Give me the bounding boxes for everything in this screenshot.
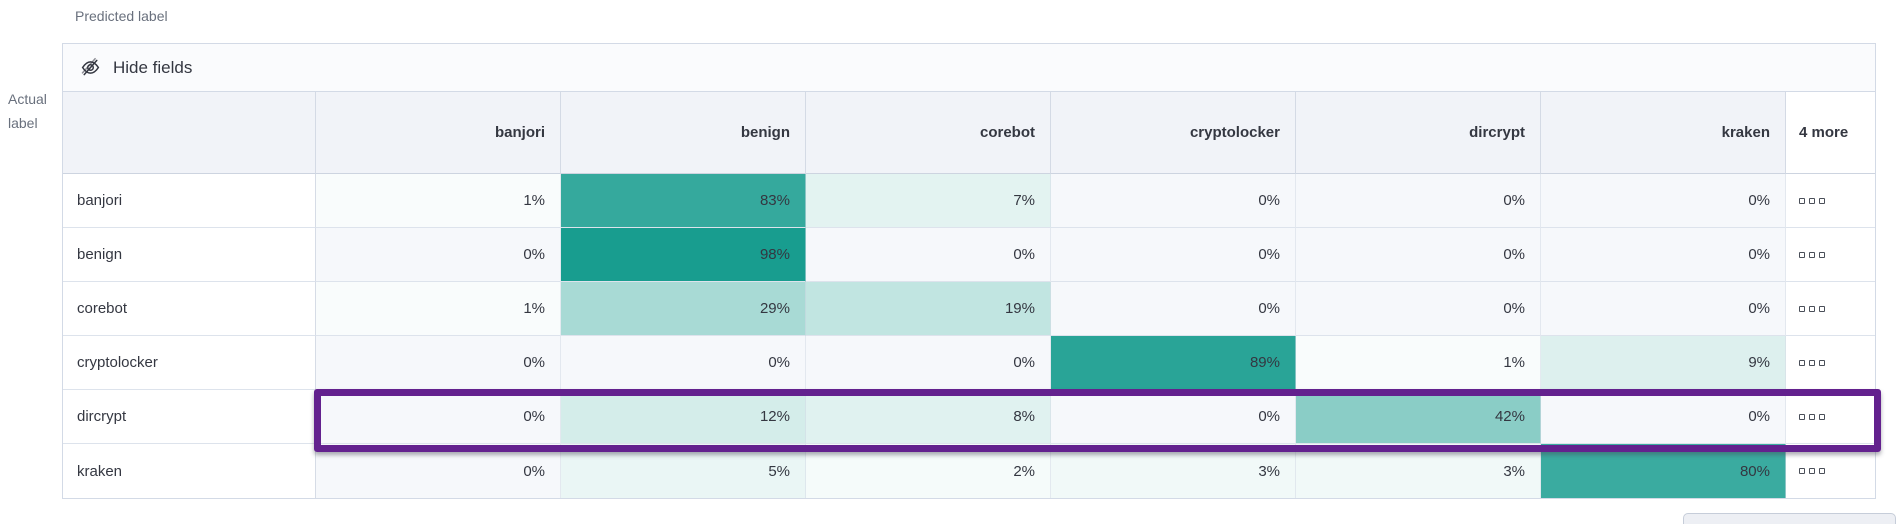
dot-square	[1819, 359, 1825, 366]
dot-square	[1809, 305, 1815, 312]
boxes-horizontal-icon[interactable]	[1786, 444, 1875, 498]
column-header-row: banjori benign corebot cryptolocker dircrypt…	[63, 92, 1875, 174]
boxes-horizontal-icon[interactable]	[1786, 228, 1875, 282]
column-header-cryptolocker[interactable]: cryptolocker	[1051, 92, 1296, 174]
matrix-cell-dircrypt-banjori[interactable]: 0%	[316, 390, 561, 444]
boxes-horizontal-icon[interactable]	[1786, 390, 1875, 444]
confusion-matrix-table: Hide fields banjori benign corebot cryptolo…	[62, 43, 1876, 499]
column-header-dircrypt[interactable]: dircrypt	[1296, 92, 1541, 174]
dot-square	[1809, 468, 1815, 474]
row-label-benign[interactable]: benign	[63, 228, 316, 282]
matrix-cell-banjori-benign[interactable]: 83%	[561, 174, 806, 228]
matrix-cell-benign-benign[interactable]: 98%	[561, 228, 806, 282]
matrix-cell-banjori-kraken[interactable]: 0%	[1541, 174, 1786, 228]
dot-square	[1819, 468, 1825, 474]
matrix-cell-benign-cryptolocker[interactable]: 0%	[1051, 228, 1296, 282]
matrix-cell-kraken-corebot[interactable]: 2%	[806, 444, 1051, 498]
matrix-row-dircrypt: dircrypt 0% 12% 8% 0% 42% 0%	[63, 390, 1875, 444]
matrix-cell-corebot-cryptolocker[interactable]: 0%	[1051, 282, 1296, 336]
matrix-cell-cryptolocker-kraken[interactable]: 9%	[1541, 336, 1786, 390]
dot-square	[1799, 305, 1805, 312]
hide-fields-label: Hide fields	[113, 57, 193, 77]
column-header-more[interactable]: 4 more	[1786, 92, 1875, 174]
matrix-row-kraken: kraken 0% 5% 2% 3% 3% 80%	[63, 444, 1875, 498]
matrix-cell-kraken-dircrypt[interactable]: 3%	[1296, 444, 1541, 498]
matrix-cell-dircrypt-dircrypt[interactable]: 42%	[1296, 390, 1541, 444]
matrix-cell-benign-kraken[interactable]: 0%	[1541, 228, 1786, 282]
matrix-cell-corebot-benign[interactable]: 29%	[561, 282, 806, 336]
dot-square	[1799, 413, 1805, 420]
predicted-axis-label: Predicted label	[75, 8, 168, 24]
row-label-banjori[interactable]: banjori	[63, 174, 316, 228]
dot-square	[1799, 197, 1805, 204]
matrix-row-benign: benign 0% 98% 0% 0% 0% 0%	[63, 228, 1875, 282]
boxes-horizontal-icon[interactable]	[1786, 282, 1875, 336]
matrix-cell-kraken-banjori[interactable]: 0%	[316, 444, 561, 498]
dot-square	[1819, 197, 1825, 204]
row-label-corebot[interactable]: corebot	[63, 282, 316, 336]
boxes-horizontal-icon[interactable]	[1786, 174, 1875, 228]
matrix-row-corebot: corebot 1% 29% 19% 0% 0% 0%	[63, 282, 1875, 336]
matrix-cell-cryptolocker-cryptolocker[interactable]: 89%	[1051, 336, 1296, 390]
dot-square	[1819, 251, 1825, 258]
boxes-horizontal-icon[interactable]	[1786, 336, 1875, 390]
actual-axis-label: Actual label	[8, 87, 47, 135]
dot-square	[1799, 359, 1805, 366]
dot-square	[1809, 359, 1815, 366]
matrix-cell-dircrypt-cryptolocker[interactable]: 0%	[1051, 390, 1296, 444]
row-label-dircrypt[interactable]: dircrypt	[63, 390, 316, 444]
matrix-cell-banjori-banjori[interactable]: 1%	[316, 174, 561, 228]
matrix-cell-kraken-kraken[interactable]: 80%	[1541, 444, 1786, 498]
row-label-cryptolocker[interactable]: cryptolocker	[63, 336, 316, 390]
hide-fields-button[interactable]: Hide fields	[80, 57, 192, 78]
matrix-cell-corebot-banjori[interactable]: 1%	[316, 282, 561, 336]
dot-square	[1819, 413, 1825, 420]
matrix-cell-dircrypt-kraken[interactable]: 0%	[1541, 390, 1786, 444]
matrix-rows: banjori 1% 83% 7% 0% 0% 0% benign 0% 98% 0% 0% 0% 0% c…	[63, 174, 1875, 498]
matrix-cell-benign-corebot[interactable]: 0%	[806, 228, 1051, 282]
matrix-cell-kraken-cryptolocker[interactable]: 3%	[1051, 444, 1296, 498]
dot-square	[1819, 305, 1825, 312]
dot-square	[1799, 468, 1805, 474]
scrollbar[interactable]	[1683, 513, 1896, 524]
matrix-cell-benign-dircrypt[interactable]: 0%	[1296, 228, 1541, 282]
matrix-cell-kraken-benign[interactable]: 5%	[561, 444, 806, 498]
matrix-cell-corebot-dircrypt[interactable]: 0%	[1296, 282, 1541, 336]
matrix-cell-benign-banjori[interactable]: 0%	[316, 228, 561, 282]
actual-axis-label-line2: label	[8, 115, 38, 131]
column-header-corebot[interactable]: corebot	[806, 92, 1051, 174]
row-label-kraken[interactable]: kraken	[63, 444, 316, 498]
header-corner-cell	[63, 92, 316, 174]
matrix-cell-corebot-corebot[interactable]: 19%	[806, 282, 1051, 336]
matrix-cell-dircrypt-corebot[interactable]: 8%	[806, 390, 1051, 444]
dot-square	[1809, 413, 1815, 420]
matrix-cell-banjori-cryptolocker[interactable]: 0%	[1051, 174, 1296, 228]
column-header-banjori[interactable]: banjori	[316, 92, 561, 174]
matrix-row-cryptolocker: cryptolocker 0% 0% 0% 89% 1% 9%	[63, 336, 1875, 390]
eye-closed-icon	[80, 57, 101, 78]
matrix-cell-cryptolocker-benign[interactable]: 0%	[561, 336, 806, 390]
matrix-cell-cryptolocker-dircrypt[interactable]: 1%	[1296, 336, 1541, 390]
matrix-row-banjori: banjori 1% 83% 7% 0% 0% 0%	[63, 174, 1875, 228]
hide-fields-row: Hide fields	[63, 44, 1875, 92]
matrix-cell-banjori-corebot[interactable]: 7%	[806, 174, 1051, 228]
column-header-benign[interactable]: benign	[561, 92, 806, 174]
column-header-kraken[interactable]: kraken	[1541, 92, 1786, 174]
dot-square	[1809, 197, 1815, 204]
dot-square	[1809, 251, 1815, 258]
matrix-cell-banjori-dircrypt[interactable]: 0%	[1296, 174, 1541, 228]
dot-square	[1799, 251, 1805, 258]
matrix-cell-corebot-kraken[interactable]: 0%	[1541, 282, 1786, 336]
actual-axis-label-line1: Actual	[8, 91, 47, 107]
matrix-cell-cryptolocker-corebot[interactable]: 0%	[806, 336, 1051, 390]
matrix-cell-dircrypt-benign[interactable]: 12%	[561, 390, 806, 444]
matrix-cell-cryptolocker-banjori[interactable]: 0%	[316, 336, 561, 390]
